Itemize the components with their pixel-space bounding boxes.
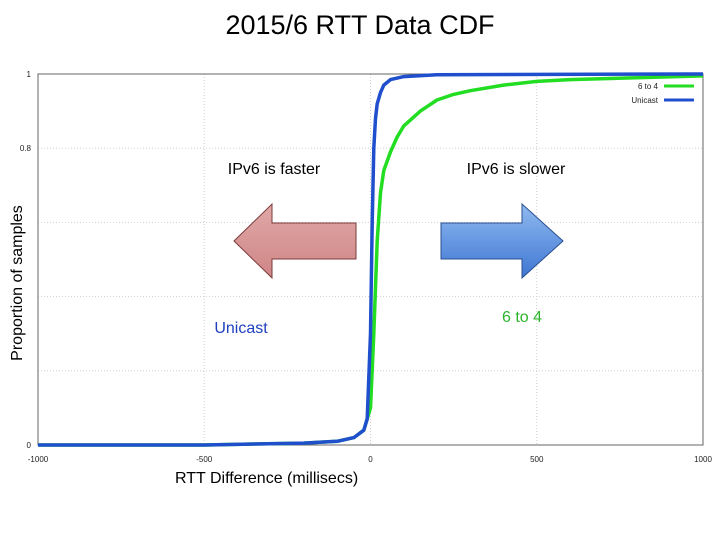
y-tick-label: 0 [27,441,32,450]
six-to-four-label: 6 to 4 [502,309,542,326]
x-tick-label: 500 [530,455,544,464]
annotation-layer: IPv6 is faster IPv6 is slower Unicast 6 to … [205,161,566,338]
x-tick-label: 0 [368,455,373,464]
x-tick-label: -1000 [28,455,49,464]
legend-label: 6 to 4 [638,82,659,91]
unicast-label: Unicast [214,320,268,337]
x-tick-label: -500 [196,455,213,464]
axis-ticks: -1000 -500 0 500 1000 0 0.8 1 [20,70,713,464]
plot-frame [37,73,704,446]
unicast-label-backdrop [205,316,277,338]
chart-title: 2015/6 RTT Data CDF [225,10,495,40]
series-line-unicast [38,72,704,447]
series-layer [38,72,704,447]
faster-annotation: IPv6 is faster [228,161,321,178]
left-arrow [233,202,357,280]
y-tick-label: 1 [27,70,32,79]
x-axis-label: RTT Difference (millisecs) [175,470,359,487]
legend-label: Unicast [631,96,658,105]
legend: 6 to 4 Unicast [631,82,694,105]
y-tick-label: 0.8 [20,144,32,153]
right-arrow [440,202,564,280]
x-tick-label: 1000 [694,455,712,464]
slower-annotation: IPv6 is slower [467,161,566,178]
